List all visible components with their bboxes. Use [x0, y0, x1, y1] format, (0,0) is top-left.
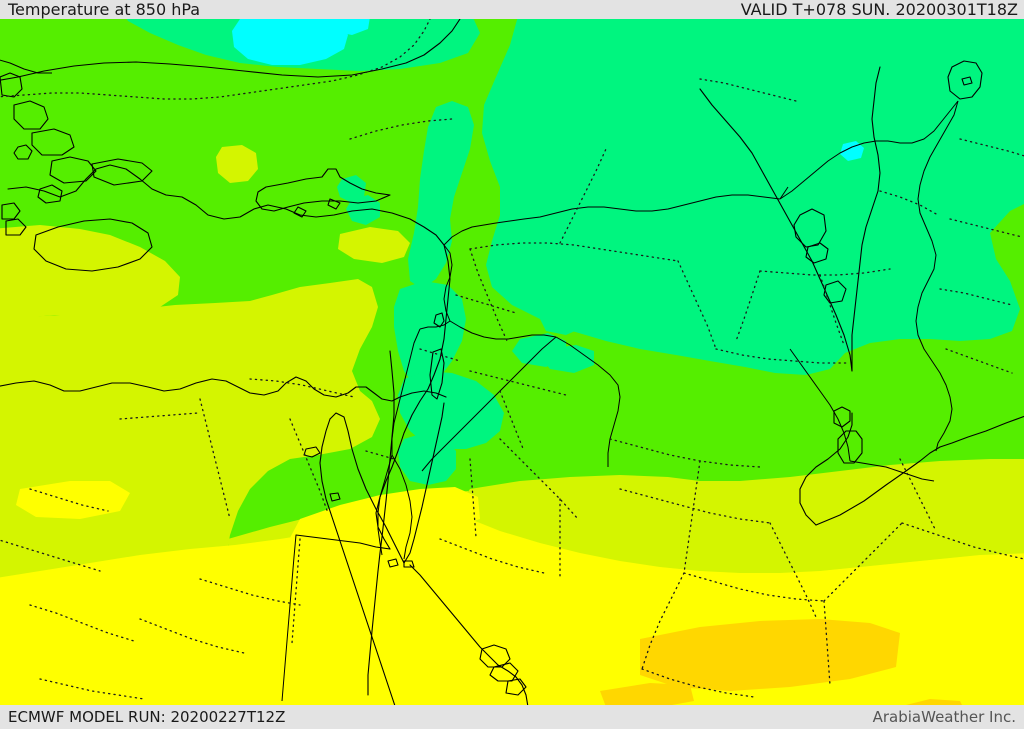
- temperature-band-cold: [126, 19, 1024, 485]
- coastlines: [0, 19, 1024, 705]
- footer-bar: ECMWF MODEL RUN: 20200227T12Z ArabiaWeat…: [0, 705, 1024, 729]
- temperature-band-warmest: [600, 619, 962, 705]
- page-title: Temperature at 850 hPa: [8, 0, 201, 19]
- temperature-band-coldest: [232, 19, 864, 161]
- model-run-label: ECMWF MODEL RUN: 20200227T12Z: [8, 708, 286, 726]
- national-borders-solid: [0, 59, 959, 702]
- valid-time-label: VALID T+078 SUN. 20200301T18Z: [740, 0, 1018, 19]
- attribution-label: ArabiaWeather Inc.: [872, 708, 1016, 726]
- temperature-map[interactable]: [0, 19, 1024, 705]
- national-borders-dotted: [0, 19, 1024, 700]
- map-svg: [0, 19, 1024, 705]
- header-bar: Temperature at 850 hPa VALID T+078 SUN. …: [0, 0, 1024, 19]
